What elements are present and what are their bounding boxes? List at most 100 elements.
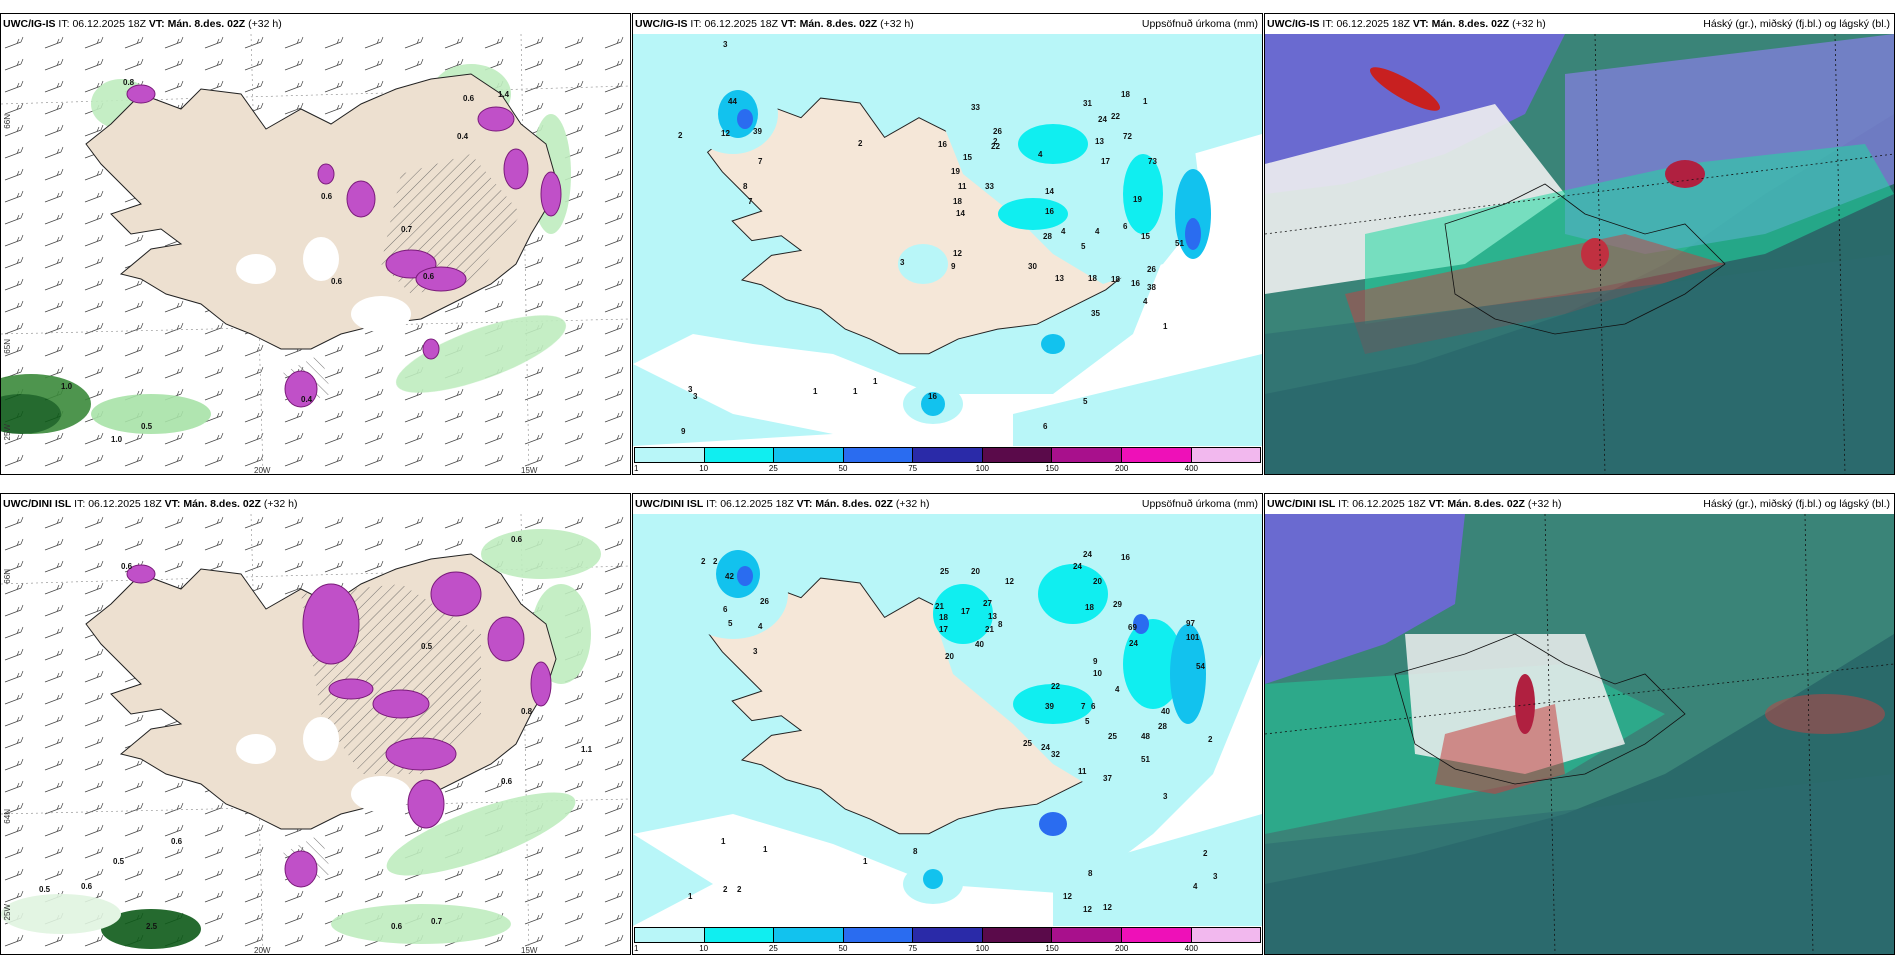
colorbar-cell: [774, 448, 844, 462]
colorbar-cell: [982, 448, 1053, 462]
svg-text:33: 33: [971, 103, 980, 112]
colorbar-tick-label: 25: [768, 464, 778, 473]
svg-text:3: 3: [1213, 872, 1218, 881]
svg-text:1: 1: [1163, 322, 1168, 331]
panel-title: Uppsöfnuð úrkoma (mm): [1141, 498, 1258, 510]
accum-precip-map: 2 42 26 6 5 4 2 3 25 20 21 17 18 27 13 2…: [633, 514, 1262, 926]
svg-text:1.4: 1.4: [498, 90, 510, 99]
svg-text:17: 17: [939, 625, 948, 634]
svg-text:3: 3: [1163, 792, 1168, 801]
cloud-map: [1265, 34, 1894, 474]
svg-text:40: 40: [1161, 707, 1170, 716]
svg-text:0.6: 0.6: [321, 192, 333, 201]
svg-text:19: 19: [1133, 195, 1142, 204]
colorbar-cell: [704, 928, 775, 942]
svg-text:0.6: 0.6: [171, 837, 183, 846]
svg-text:1: 1: [763, 845, 768, 854]
svg-text:7: 7: [758, 157, 763, 166]
svg-text:0.7: 0.7: [431, 917, 443, 926]
svg-text:24: 24: [1129, 639, 1138, 648]
svg-text:5: 5: [1081, 242, 1086, 251]
panel-precip-type-dini: UWC/DINI ISL IT: 06.12.2025 18Z VT: Mán.…: [0, 493, 631, 955]
svg-text:15: 15: [963, 153, 972, 162]
svg-text:5: 5: [1083, 397, 1088, 406]
svg-text:0.6: 0.6: [501, 777, 513, 786]
svg-text:48: 48: [1141, 732, 1150, 741]
svg-text:1.0: 1.0: [111, 435, 123, 444]
panel-clouds-dini: UWC/DINI ISL IT: 06.12.2025 18Z VT: Mán.…: [1264, 493, 1895, 955]
colorbar-cell: [843, 928, 914, 942]
svg-text:7: 7: [1081, 702, 1086, 711]
svg-text:73: 73: [1148, 157, 1157, 166]
svg-text:4: 4: [1193, 882, 1198, 891]
svg-text:0.8: 0.8: [123, 78, 135, 87]
svg-text:20: 20: [971, 567, 980, 576]
svg-text:0.6: 0.6: [423, 272, 435, 281]
svg-text:30: 30: [1028, 262, 1037, 271]
svg-text:2: 2: [713, 557, 718, 566]
svg-text:37: 37: [1103, 774, 1112, 783]
svg-text:13: 13: [988, 612, 997, 621]
svg-text:3: 3: [693, 392, 698, 401]
svg-text:1: 1: [813, 387, 818, 396]
panel-clouds-igis: UWC/IG-IS IT: 06.12.2025 18Z VT: Mán. 8.…: [1264, 13, 1895, 475]
svg-text:2: 2: [678, 131, 683, 140]
cloud-layers: [1265, 34, 1894, 474]
white-areas: [236, 717, 411, 812]
svg-text:9: 9: [681, 427, 686, 436]
svg-text:26: 26: [993, 127, 1002, 136]
svg-text:26: 26: [760, 597, 769, 606]
svg-text:1: 1: [863, 857, 868, 866]
svg-text:0.7: 0.7: [401, 225, 413, 234]
colorbar-tick-label: 200: [1114, 464, 1129, 473]
svg-text:14: 14: [956, 209, 965, 218]
svg-text:17: 17: [961, 607, 970, 616]
svg-text:14: 14: [1045, 187, 1054, 196]
svg-text:0.5: 0.5: [39, 885, 51, 894]
lon-label-20w: 20W: [254, 466, 271, 475]
svg-text:8: 8: [743, 182, 748, 191]
svg-text:1.0: 1.0: [61, 382, 73, 391]
lon-label-20w: 20W: [254, 946, 271, 955]
colorbar-tick-label: 400: [1184, 464, 1199, 473]
coastline: [1265, 34, 1894, 474]
precip-colorbar: 1 10 25 50 75 100 150 200 400: [634, 927, 1261, 953]
svg-text:44: 44: [728, 97, 737, 106]
svg-text:5: 5: [1085, 717, 1090, 726]
svg-text:1: 1: [873, 377, 878, 386]
svg-text:25: 25: [940, 567, 949, 576]
precip-blobs: [688, 74, 1211, 424]
svg-text:6: 6: [1091, 702, 1096, 711]
svg-text:18: 18: [1121, 90, 1130, 99]
svg-text:2.5: 2.5: [146, 922, 158, 931]
colorbar-tick-label: 400: [1184, 944, 1199, 953]
svg-text:2: 2: [701, 557, 706, 566]
panel-header: UWC/IG-IS IT: 06.12.2025 18Z VT: Mán. 8.…: [3, 18, 282, 30]
svg-text:3: 3: [753, 647, 758, 656]
svg-text:24: 24: [1041, 743, 1050, 752]
svg-text:18: 18: [939, 613, 948, 622]
svg-text:38: 38: [1147, 283, 1156, 292]
svg-text:0.4: 0.4: [301, 395, 313, 404]
svg-text:18: 18: [953, 197, 962, 206]
svg-text:13: 13: [1055, 274, 1064, 283]
svg-text:4: 4: [758, 622, 763, 631]
svg-text:21: 21: [985, 625, 994, 634]
svg-text:6: 6: [1123, 222, 1128, 231]
svg-text:22: 22: [1051, 682, 1060, 691]
lon-label-15w: 15W: [521, 946, 538, 955]
heavy-precip: [126, 84, 562, 408]
svg-text:29: 29: [1113, 600, 1122, 609]
svg-text:4: 4: [1095, 227, 1100, 236]
svg-text:17: 17: [1101, 157, 1110, 166]
heavy-precip: [126, 564, 552, 888]
svg-text:20: 20: [945, 652, 954, 661]
svg-text:24: 24: [1073, 562, 1082, 571]
svg-text:28: 28: [1158, 722, 1167, 731]
colorbar-tick-label: 25: [768, 944, 778, 953]
lat-label-65n: 65N: [3, 339, 12, 354]
lat-label-66n: 66N: [3, 569, 12, 584]
panel-title: Háský (gr.), miðský (fj.bl.) og lágský (…: [1703, 18, 1890, 30]
svg-text:0.8: 0.8: [521, 707, 533, 716]
colorbar-tick-label: 200: [1114, 944, 1129, 953]
